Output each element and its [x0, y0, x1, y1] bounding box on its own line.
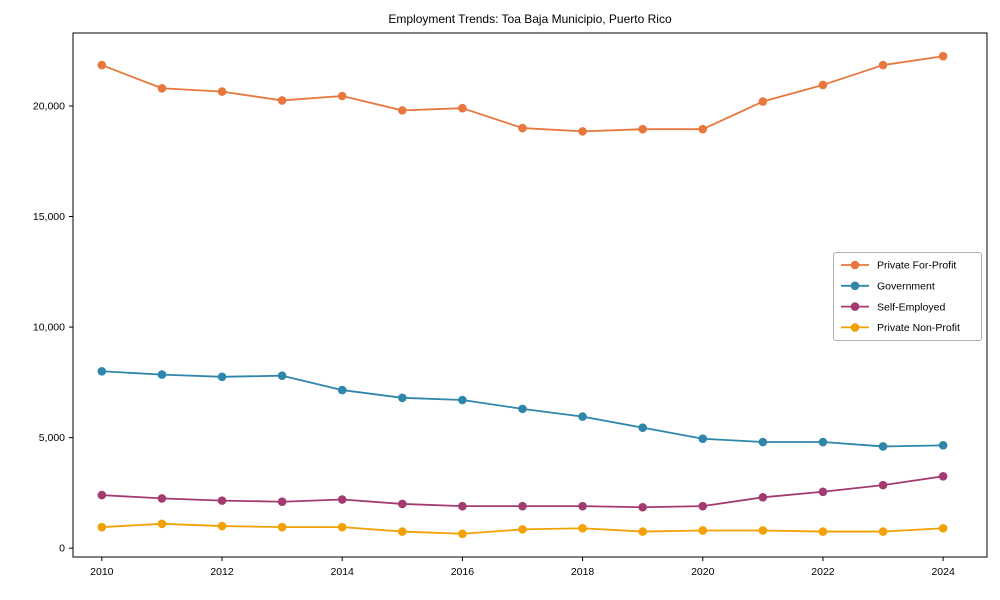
data-point [277, 522, 287, 532]
data-point [398, 527, 407, 536]
data-point [578, 523, 587, 533]
data-point [217, 372, 227, 382]
data-point [698, 434, 708, 444]
data-point [818, 437, 828, 447]
plot-border [72, 32, 988, 558]
legend-marker [850, 281, 860, 291]
data-point [938, 51, 948, 61]
data-point [638, 423, 647, 432]
data-point [458, 501, 467, 511]
data-point [157, 519, 167, 529]
data-point [157, 83, 167, 93]
x-tick-label: 2010 [90, 566, 114, 578]
data-point [337, 522, 347, 532]
series-line [101, 55, 944, 133]
x-tick-label: 2014 [331, 566, 355, 578]
x-tick-label: 2012 [210, 566, 234, 578]
legend-item: Private Non-Profit [841, 322, 960, 334]
data-point [277, 497, 287, 507]
legend-marker [850, 323, 860, 332]
data-point [878, 442, 888, 451]
data-point [337, 385, 347, 395]
data-point [698, 124, 708, 134]
legend-label: Self-Employed [877, 301, 945, 313]
data-point [97, 522, 107, 532]
legend-label: Private Non-Profit [877, 322, 960, 334]
data-point [578, 127, 587, 136]
x-tick-label: 2024 [931, 566, 955, 578]
data-point [518, 404, 527, 414]
chart-title: Employment Trends: Toa Baja Municipio, P… [388, 12, 672, 26]
data-point [97, 490, 107, 500]
y-tick-label: 10,000 [33, 322, 65, 334]
data-point [97, 366, 107, 376]
data-point [458, 395, 467, 405]
data-point [638, 124, 647, 134]
data-point [698, 526, 708, 535]
data-point [518, 525, 527, 534]
x-tick-label: 2018 [571, 566, 595, 578]
x-tick-label: 2020 [691, 566, 715, 578]
legend-label: Government [877, 281, 935, 293]
data-point [758, 437, 768, 447]
y-tick-label: 0 [59, 543, 65, 555]
data-point [217, 496, 227, 505]
legend-item: Self-Employed [841, 301, 945, 313]
data-point [758, 493, 768, 502]
legend-marker [850, 302, 860, 311]
data-point [217, 521, 227, 531]
data-point [818, 527, 828, 536]
data-point [458, 529, 467, 539]
data-point [398, 499, 407, 509]
data-point [878, 527, 888, 536]
data-point [518, 501, 527, 511]
data-point [97, 60, 107, 70]
data-point [638, 527, 647, 536]
data-point [878, 60, 888, 70]
y-tick-label: 20,000 [33, 100, 65, 112]
y-tick-label: 5,000 [39, 432, 65, 444]
data-point [758, 526, 768, 535]
data-point [578, 501, 587, 511]
data-point [217, 87, 227, 96]
data-point [758, 97, 768, 106]
data-point [938, 523, 948, 533]
data-point [458, 103, 467, 113]
legend-item: Private For-Profit [841, 260, 956, 272]
data-point [398, 393, 407, 403]
data-point [638, 502, 647, 512]
data-point [337, 495, 347, 504]
data-point [818, 487, 828, 497]
data-point [698, 501, 708, 511]
data-point [337, 91, 347, 101]
data-point [518, 123, 527, 133]
data-point [938, 441, 948, 450]
legend-label: Private For-Profit [877, 260, 956, 272]
x-tick-label: 2022 [811, 566, 835, 578]
data-point [578, 412, 587, 421]
data-point [277, 371, 287, 381]
data-point [938, 471, 948, 481]
legend-item: Government [841, 281, 935, 293]
x-tick-label: 2016 [451, 566, 475, 578]
data-point [818, 80, 828, 90]
legend-box [833, 252, 982, 341]
legend: Private For-Profit Government Self-Employe… [833, 252, 982, 341]
data-point [277, 96, 287, 105]
data-point [157, 494, 167, 503]
legend-marker [850, 260, 860, 270]
y-tick-label: 15,000 [33, 211, 65, 223]
data-point [878, 480, 888, 490]
data-point [398, 106, 407, 115]
data-point [157, 370, 167, 379]
